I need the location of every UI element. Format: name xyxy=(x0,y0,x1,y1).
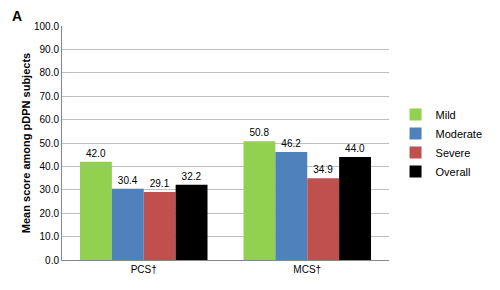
svg-text:44.0: 44.0 xyxy=(345,143,365,154)
svg-text:90.0: 90.0 xyxy=(40,44,60,55)
svg-text:60.0: 60.0 xyxy=(40,114,60,125)
svg-text:A: A xyxy=(12,8,22,24)
svg-text:100.0: 100.0 xyxy=(34,21,59,32)
svg-text:70.0: 70.0 xyxy=(40,91,60,102)
svg-text:40.0: 40.0 xyxy=(40,161,60,172)
svg-text:42.0: 42.0 xyxy=(86,148,106,159)
svg-text:PCS†: PCS† xyxy=(131,264,157,275)
svg-text:29.1: 29.1 xyxy=(150,178,170,189)
svg-text:30.4: 30.4 xyxy=(118,175,138,186)
svg-text:34.9: 34.9 xyxy=(313,164,333,175)
svg-text:Severe: Severe xyxy=(436,147,471,159)
svg-text:MCS†: MCS† xyxy=(293,264,321,275)
svg-text:Mean score among pDPN subjects: Mean score among pDPN subjects xyxy=(20,53,32,233)
svg-text:50.8: 50.8 xyxy=(249,127,269,138)
svg-text:32.2: 32.2 xyxy=(182,171,202,182)
svg-text:46.2: 46.2 xyxy=(281,138,301,149)
svg-text:Moderate: Moderate xyxy=(436,128,482,140)
svg-text:Mild: Mild xyxy=(436,109,456,121)
svg-text:Overall: Overall xyxy=(436,166,471,178)
svg-text:80.0: 80.0 xyxy=(40,67,60,78)
svg-text:50.0: 50.0 xyxy=(40,138,60,149)
svg-text:30.0: 30.0 xyxy=(40,184,60,195)
svg-text:10.0: 10.0 xyxy=(40,231,60,242)
svg-text:20.0: 20.0 xyxy=(40,208,60,219)
svg-text:0.0: 0.0 xyxy=(45,255,59,266)
